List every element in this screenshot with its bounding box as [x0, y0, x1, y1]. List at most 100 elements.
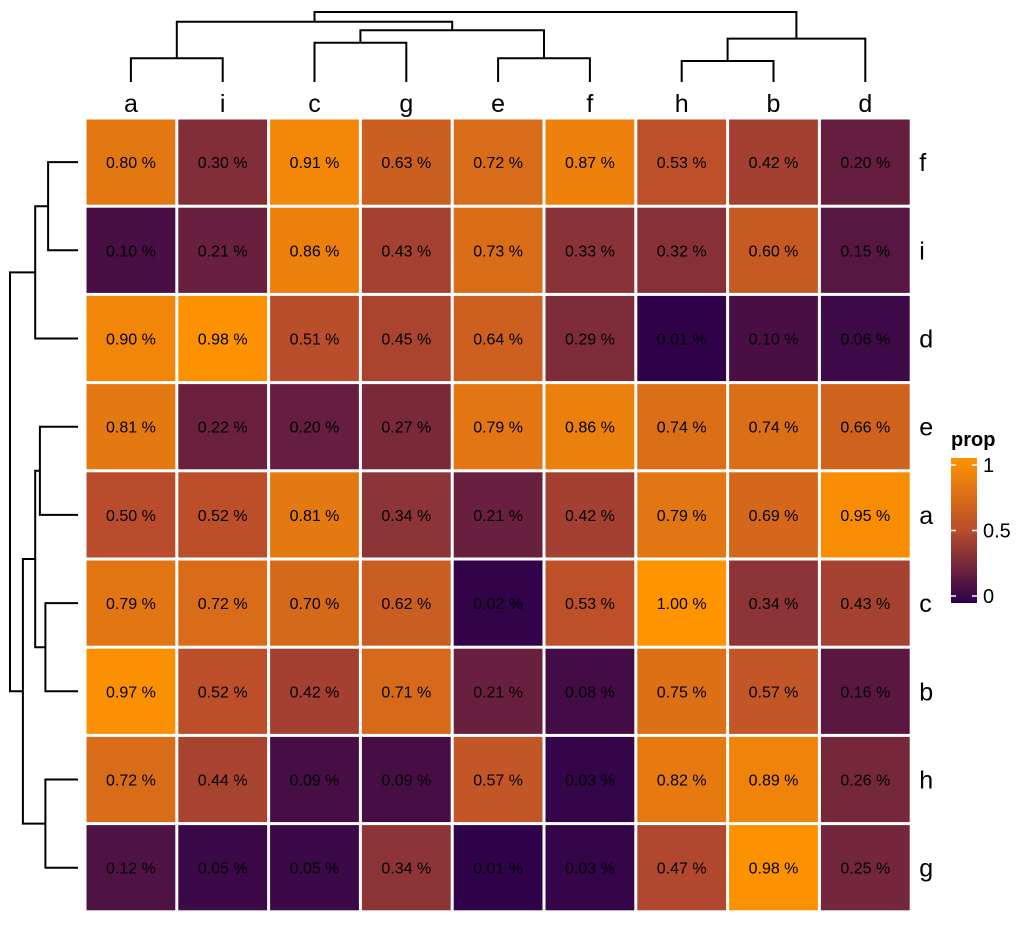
heatmap-cell	[729, 384, 818, 470]
heatmap-cell-labels: 0.80 % 0.30 % 0.91 % 0.63 % 0.72 % 0.87 % 0.53…	[106, 155, 890, 878]
heatmap-cells	[86, 119, 910, 911]
cell-value-label: 0.62 %	[381, 596, 431, 613]
heatmap-cell	[820, 560, 910, 646]
legend-tick-label: 1	[983, 455, 994, 477]
heatmap-cell	[729, 295, 818, 382]
heatmap-cell	[637, 560, 727, 646]
column-label: b	[767, 90, 781, 118]
cell-value-label: 0.43 %	[381, 243, 431, 260]
dendrogram-branch	[44, 602, 78, 693]
cell-value-label: 0.98 %	[198, 332, 248, 349]
heatmap-cell	[86, 736, 176, 823]
cell-value-label: 0.10 %	[106, 243, 156, 260]
heatmap-cell	[178, 648, 268, 734]
cell-value-label: 0.20 %	[290, 420, 340, 437]
cell-value-label: 0.82 %	[657, 773, 707, 790]
cell-value-label: 0.44 %	[198, 773, 248, 790]
heatmap-cell	[820, 472, 910, 558]
column-label: h	[675, 90, 689, 118]
heatmap-cell	[729, 207, 818, 293]
dendrogram-branch	[9, 271, 36, 693]
cell-value-label: 0.97 %	[106, 684, 156, 701]
row-label: i	[919, 237, 925, 265]
cell-value-label: 0.79 %	[473, 420, 523, 437]
row-label: h	[919, 767, 933, 795]
heatmap-cell	[637, 736, 727, 823]
dendrogram-branch	[44, 778, 78, 869]
heatmap-cell	[361, 295, 451, 382]
heatmap-cell	[361, 207, 451, 293]
heatmap-cell	[545, 295, 635, 382]
cell-value-label: 0.09 %	[381, 773, 431, 790]
cell-value-label: 0.72 %	[106, 773, 156, 790]
cell-value-label: 0.60 %	[749, 243, 799, 260]
heatmap-cell	[453, 207, 543, 293]
cell-value-label: 0.45 %	[381, 332, 431, 349]
heatmap-cell	[545, 648, 635, 734]
column-label: a	[124, 90, 138, 118]
dendrogram-branch	[34, 205, 78, 340]
cell-value-label: 0.12 %	[106, 861, 156, 878]
cell-value-label: 0.01 %	[473, 861, 523, 878]
cell-value-label: 0.80 %	[106, 155, 156, 172]
cell-value-label: 0.26 %	[840, 773, 890, 790]
heatmap-cell	[178, 736, 268, 823]
cell-value-label: 0.63 %	[381, 155, 431, 172]
heatmap-cell	[820, 736, 910, 823]
dendrogram-branch	[38, 425, 78, 516]
heatmap-cell	[86, 648, 176, 734]
heatmap-cell	[820, 119, 910, 205]
heatmap-cell	[545, 736, 635, 823]
cell-value-label: 0.21 %	[473, 508, 523, 525]
heatmap-cell	[86, 295, 176, 382]
heatmap-cell	[637, 648, 727, 734]
dendrogram-branch	[313, 41, 408, 82]
cell-value-label: 0.09 %	[290, 773, 340, 790]
cell-value-label: 0.75 %	[657, 684, 707, 701]
cell-value-label: 0.05 %	[198, 861, 248, 878]
heatmap-cell	[178, 207, 268, 293]
heatmap-cell	[270, 648, 359, 734]
cell-value-label: 0.74 %	[749, 420, 799, 437]
heatmap-cell	[361, 472, 451, 558]
heatmap-cell	[453, 384, 543, 470]
cell-value-label: 0.42 %	[290, 684, 340, 701]
cell-value-label: 0.05 %	[290, 861, 340, 878]
heatmap-cell	[820, 207, 910, 293]
heatmap-cell	[361, 736, 451, 823]
cell-value-label: 0.03 %	[565, 773, 615, 790]
cell-value-label: 0.64 %	[473, 332, 523, 349]
heatmap-cell	[270, 825, 359, 911]
cell-value-label: 0.06 %	[840, 332, 890, 349]
heatmap-cell	[637, 207, 727, 293]
heatmap-cell	[361, 825, 451, 911]
cell-value-label: 0.72 %	[198, 596, 248, 613]
heatmap-cell	[637, 295, 727, 382]
heatmap-cell	[729, 560, 818, 646]
cell-value-label: 0.01 %	[657, 332, 707, 349]
cell-value-label: 0.22 %	[198, 420, 248, 437]
cell-value-label: 0.89 %	[749, 773, 799, 790]
cell-value-label: 0.34 %	[749, 596, 799, 613]
cell-value-label: 0.74 %	[657, 420, 707, 437]
heatmap-cell	[178, 560, 268, 646]
heatmap-cell	[270, 384, 359, 470]
cell-value-label: 0.10 %	[749, 332, 799, 349]
heatmap-cell	[86, 472, 176, 558]
cell-value-label: 0.21 %	[198, 243, 248, 260]
cell-value-label: 0.86 %	[290, 243, 340, 260]
heatmap-cell	[545, 825, 635, 911]
heatmap-cell	[729, 736, 818, 823]
heatmap-cell	[729, 119, 818, 205]
column-label: g	[399, 90, 413, 118]
cell-value-label: 0.16 %	[840, 684, 890, 701]
column-label: e	[491, 90, 505, 118]
dendrogram-branch	[21, 558, 46, 825]
heatmap-cell	[545, 472, 635, 558]
heatmap-cell	[545, 119, 635, 205]
legend-ticks: 10.50	[951, 455, 1011, 608]
heatmap-cell	[453, 560, 543, 646]
dendrogram-branch	[47, 161, 78, 252]
cell-value-label: 0.66 %	[840, 420, 890, 437]
